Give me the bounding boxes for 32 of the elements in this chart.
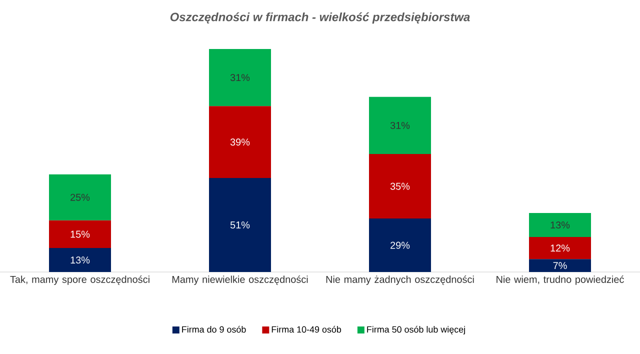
bar — [369, 96, 432, 154]
legend-label: Firma 50 osób lub więcej — [367, 326, 465, 334]
bar — [209, 106, 271, 178]
legend-label: Firma do 9 osób — [182, 326, 246, 333]
data-label: 31% — [230, 74, 250, 82]
x-tick-label: Nie mamy żadnych oszczędności — [326, 276, 474, 285]
data-label: 12% — [550, 244, 570, 252]
data-label: 7% — [553, 262, 567, 270]
bar — [49, 174, 111, 220]
data-label: 13% — [550, 221, 570, 229]
data-label: 13% — [70, 256, 90, 264]
bar — [209, 178, 271, 272]
bar — [49, 248, 111, 272]
bar — [369, 218, 432, 272]
data-label: 51% — [230, 221, 250, 229]
data-label: 25% — [70, 194, 90, 201]
bar — [49, 220, 111, 248]
x-tick-label: Nie wiem, trudno powiedzieć — [496, 276, 624, 285]
data-label: 39% — [230, 138, 250, 146]
bar — [529, 236, 592, 260]
x-tick-label: Tak, mamy spore oszczędności — [10, 276, 150, 285]
chart-title: Oszczędności w firmach - wielkość przedsiębiorstwa — [170, 12, 470, 24]
x-tick-label: Mamy niewielkie oszczędności — [172, 276, 308, 285]
data-label: 15% — [70, 230, 90, 238]
bar — [209, 48, 271, 106]
bar — [529, 259, 592, 272]
bar — [529, 213, 592, 237]
bar — [369, 154, 432, 219]
data-label: 31% — [390, 122, 410, 130]
data-label: 29% — [390, 242, 410, 249]
data-label: 35% — [390, 182, 410, 190]
legend-label: Firma 10-49 osób — [272, 326, 342, 333]
